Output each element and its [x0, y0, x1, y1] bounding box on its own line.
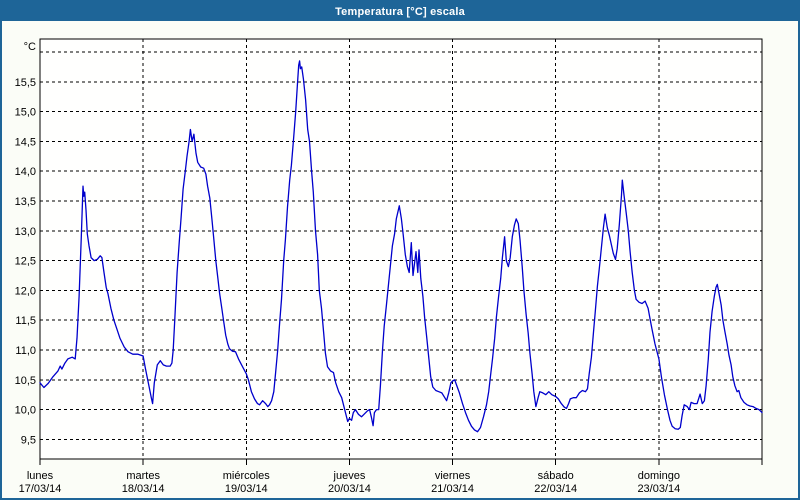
y-axis-unit-label: °C: [24, 41, 36, 53]
y-tick-label: 10,5: [15, 375, 36, 387]
x-day-name: martes: [126, 470, 160, 482]
y-tick-label: 11,5: [15, 315, 36, 327]
x-day-date: 18/03/14: [122, 483, 165, 495]
y-tick-label: 12,5: [15, 256, 36, 268]
x-day-name: miércoles: [223, 470, 271, 482]
y-tick-label: 11,0: [15, 345, 36, 357]
x-day-date: 21/03/14: [431, 483, 474, 495]
x-day-date: 22/03/14: [534, 483, 577, 495]
x-day-date: 19/03/14: [225, 483, 268, 495]
x-day-name: domingo: [638, 470, 680, 482]
x-day-date: 23/03/14: [637, 483, 680, 495]
window-title: Temperatura [°C] escala: [335, 5, 465, 18]
x-day-name: sábado: [538, 470, 574, 482]
y-tick-label: 15,0: [15, 107, 36, 119]
y-tick-label: 14,5: [15, 136, 36, 148]
y-tick-label: 13,0: [15, 226, 36, 238]
gridlines: [40, 39, 762, 459]
x-day-name: jueves: [333, 470, 366, 482]
window-titlebar[interactable]: Temperatura [°C] escala: [2, 2, 798, 21]
plot-background: [40, 39, 762, 459]
y-tick-label: 10,0: [15, 405, 36, 417]
x-day-date: 20/03/14: [328, 483, 371, 495]
x-day-name: lunes: [27, 470, 54, 482]
temperature-line-chart: °C 15,5 15,0 14,5 14,0 13,5 13,0 12,5 12,0 11,5 11…: [15, 38, 763, 495]
chart-area: °C 15,5 15,0 14,5 14,0 13,5 13,0 12,5 12,0 11,5 11…: [2, 21, 798, 498]
x-day-name: viernes: [435, 470, 471, 482]
x-axis-ticks: [39, 459, 763, 465]
y-tick-label: 13,5: [15, 196, 36, 208]
y-tick-label: 9,5: [21, 434, 36, 446]
temperature-series-line: [39, 60, 763, 433]
axis-labels: °C 15,5 15,0 14,5 14,0 13,5 13,0 12,5 12,0 11,5 11…: [15, 41, 681, 495]
plot-frame: [39, 38, 763, 460]
x-day-date: 17/03/14: [19, 483, 62, 495]
y-tick-label: 12,0: [15, 285, 36, 297]
y-tick-label: 14,0: [15, 166, 36, 178]
y-tick-label: 15,5: [15, 77, 36, 89]
